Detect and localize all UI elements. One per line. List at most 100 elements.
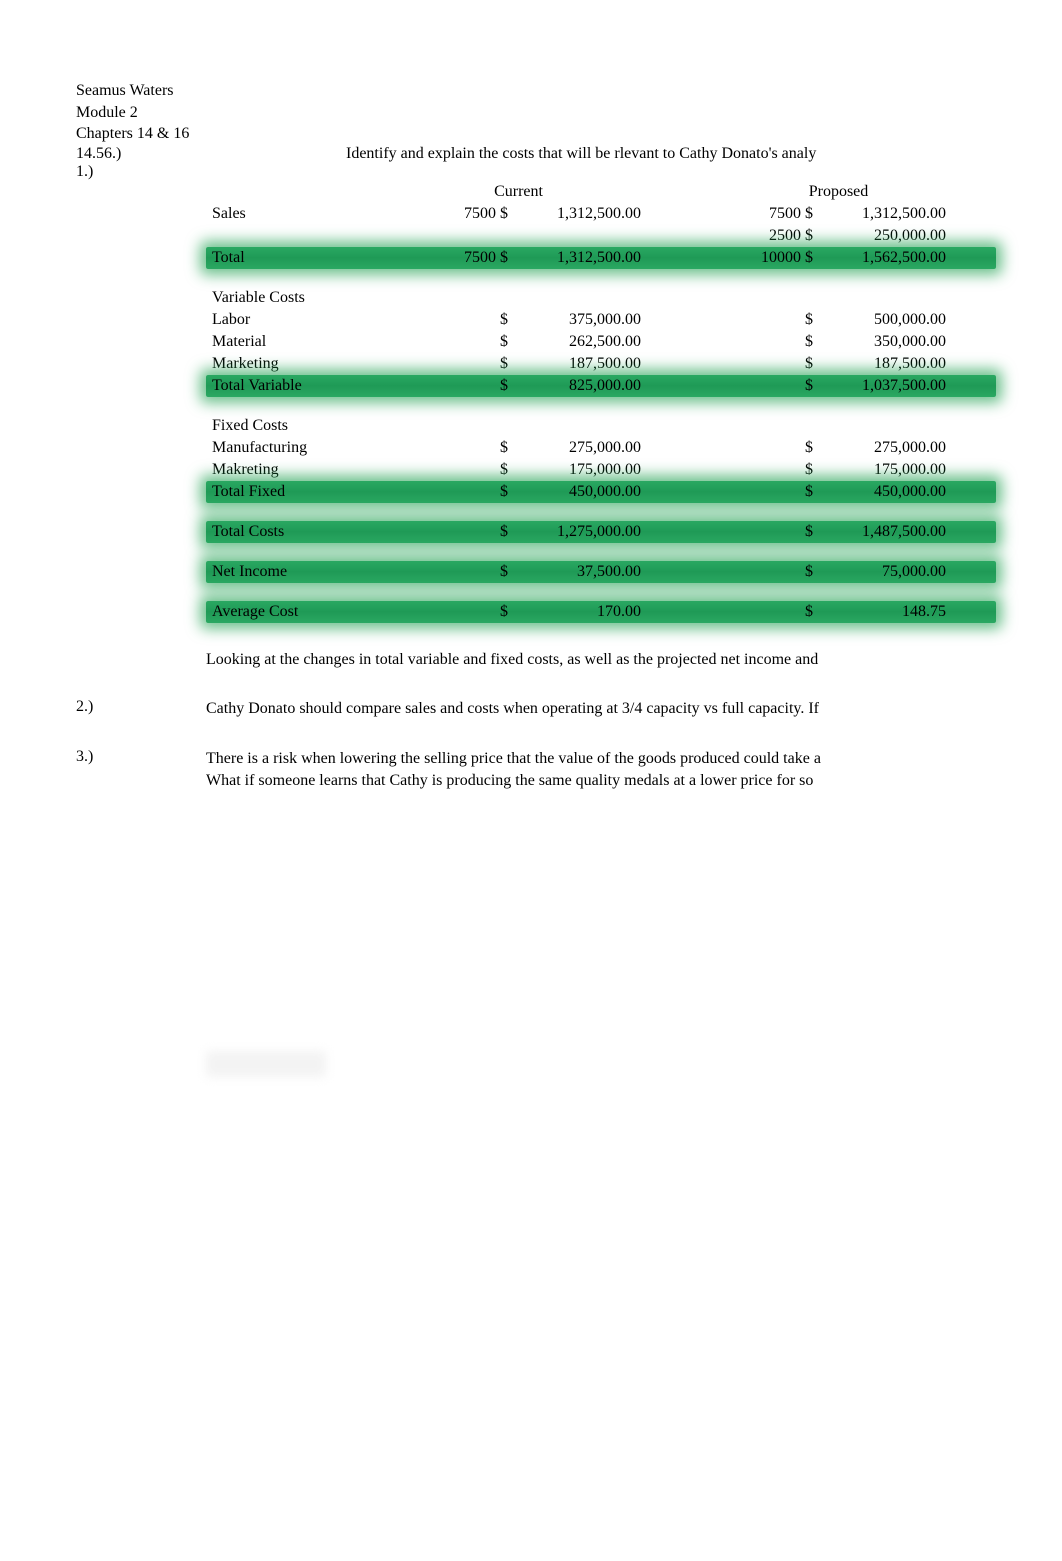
cost-table: Current Proposed Sales 7500 $ 1,312,500.… <box>206 181 996 623</box>
cell: $ <box>496 563 521 581</box>
cell: $ <box>496 249 521 267</box>
author-name: Seamus Waters <box>76 80 1022 102</box>
problem-prompt: Identify and explain the costs that will… <box>206 145 816 163</box>
cell: 148.75 <box>826 603 946 621</box>
cell: 2500 <box>731 227 801 245</box>
cell: $ <box>496 205 521 223</box>
cell: $ <box>496 311 521 329</box>
cell: $ <box>801 603 826 621</box>
cell: 1,312,500.00 <box>521 205 641 223</box>
problem-number: 14.56.) <box>76 145 206 163</box>
chapters-line: Chapters 14 & 16 <box>76 123 1022 145</box>
row-fixed-header: Fixed Costs <box>206 415 996 437</box>
table-header-row: Current Proposed <box>206 181 996 203</box>
label-variable-costs: Variable Costs <box>206 289 396 307</box>
cell: $ <box>801 227 826 245</box>
module-line: Module 2 <box>76 102 1022 124</box>
cell: $ <box>496 377 521 395</box>
cell: $ <box>496 523 521 541</box>
cell: 187,500.00 <box>521 355 641 373</box>
row-net-income: Net Income $ 37,500.00 $ 75,000.00 <box>206 561 996 583</box>
row-total-sales: Total 7500 $ 1,312,500.00 10000 $ 1,562,… <box>206 247 996 269</box>
cell: $ <box>801 523 826 541</box>
cell: $ <box>496 439 521 457</box>
sub-3: 3.) <box>76 748 206 766</box>
row-average-cost: Average Cost $ 170.00 $ 148.75 <box>206 601 996 623</box>
label-sales: Sales <box>206 205 396 223</box>
cell: 350,000.00 <box>826 333 946 351</box>
cell: 825,000.00 <box>521 377 641 395</box>
para-3b: What if someone learns that Cathy is pro… <box>206 770 1016 792</box>
row-material: Material $ 262,500.00 $ 350,000.00 <box>206 331 996 353</box>
cell: 7500 <box>396 249 496 267</box>
cell: $ <box>801 461 826 479</box>
cell: 1,487,500.00 <box>826 523 946 541</box>
row-total-costs: Total Costs $ 1,275,000.00 $ 1,487,500.0… <box>206 521 996 543</box>
cell: 175,000.00 <box>826 461 946 479</box>
cell: $ <box>801 563 826 581</box>
label-total-fixed: Total Fixed <box>206 483 396 501</box>
cell: 187,500.00 <box>826 355 946 373</box>
cell: $ <box>801 355 826 373</box>
label-net-income: Net Income <box>206 563 396 581</box>
row-total-fixed: Total Fixed $ 450,000.00 $ 450,000.00 <box>206 481 996 503</box>
cell: $ <box>801 483 826 501</box>
row-makreting: Makreting $ 175,000.00 $ 175,000.00 <box>206 459 996 481</box>
cell: 262,500.00 <box>521 333 641 351</box>
sub-1: 1.) <box>76 163 206 181</box>
label-makreting: Makreting <box>206 461 396 479</box>
row-manufacturing: Manufacturing $ 275,000.00 $ 275,000.00 <box>206 437 996 459</box>
cell: 1,037,500.00 <box>826 377 946 395</box>
cell: $ <box>801 439 826 457</box>
cell: 375,000.00 <box>521 311 641 329</box>
cell: 7500 <box>731 205 801 223</box>
label-total-costs: Total Costs <box>206 523 396 541</box>
row-sales-extra: 2500 $ 250,000.00 <box>206 225 996 247</box>
label-manufacturing: Manufacturing <box>206 439 396 457</box>
cell: 75,000.00 <box>826 563 946 581</box>
header-proposed: Proposed <box>731 183 946 201</box>
para-3a: There is a risk when lowering the sellin… <box>206 748 1016 770</box>
cell: $ <box>496 333 521 351</box>
cell: $ <box>801 249 826 267</box>
cell: 275,000.00 <box>826 439 946 457</box>
cell: 1,275,000.00 <box>521 523 641 541</box>
header-current: Current <box>396 183 641 201</box>
cell: 250,000.00 <box>826 227 946 245</box>
label-labor: Labor <box>206 311 396 329</box>
cell: 175,000.00 <box>521 461 641 479</box>
row-total-variable: Total Variable $ 825,000.00 $ 1,037,500.… <box>206 375 996 397</box>
label-marketing: Marketing <box>206 355 396 373</box>
label-total: Total <box>206 249 396 267</box>
cell: 275,000.00 <box>521 439 641 457</box>
sub-2: 2.) <box>76 698 206 716</box>
cell: $ <box>801 333 826 351</box>
label-material: Material <box>206 333 396 351</box>
row-sales: Sales 7500 $ 1,312,500.00 7500 $ 1,312,5… <box>206 203 996 225</box>
label-fixed-costs: Fixed Costs <box>206 417 396 435</box>
para-1: Looking at the changes in total variable… <box>206 649 1016 671</box>
row-variable-header: Variable Costs <box>206 287 996 309</box>
row-labor: Labor $ 375,000.00 $ 500,000.00 <box>206 309 996 331</box>
cell: 1,312,500.00 <box>826 205 946 223</box>
cell: $ <box>496 483 521 501</box>
cell: 450,000.00 <box>826 483 946 501</box>
cell: $ <box>496 355 521 373</box>
cell: 500,000.00 <box>826 311 946 329</box>
para-2: Cathy Donato should compare sales and co… <box>206 698 1016 720</box>
cell: $ <box>496 603 521 621</box>
cell: 10000 <box>731 249 801 267</box>
cell: $ <box>801 377 826 395</box>
cell: $ <box>801 205 826 223</box>
cell: 37,500.00 <box>521 563 641 581</box>
cell: $ <box>801 311 826 329</box>
cell: 170.00 <box>521 603 641 621</box>
blurred-artifact <box>206 1051 326 1077</box>
cell: 1,562,500.00 <box>826 249 946 267</box>
cell: $ <box>496 461 521 479</box>
label-total-variable: Total Variable <box>206 377 396 395</box>
label-average-cost: Average Cost <box>206 603 396 621</box>
cell: 450,000.00 <box>521 483 641 501</box>
cell: 1,312,500.00 <box>521 249 641 267</box>
cell: 7500 <box>396 205 496 223</box>
